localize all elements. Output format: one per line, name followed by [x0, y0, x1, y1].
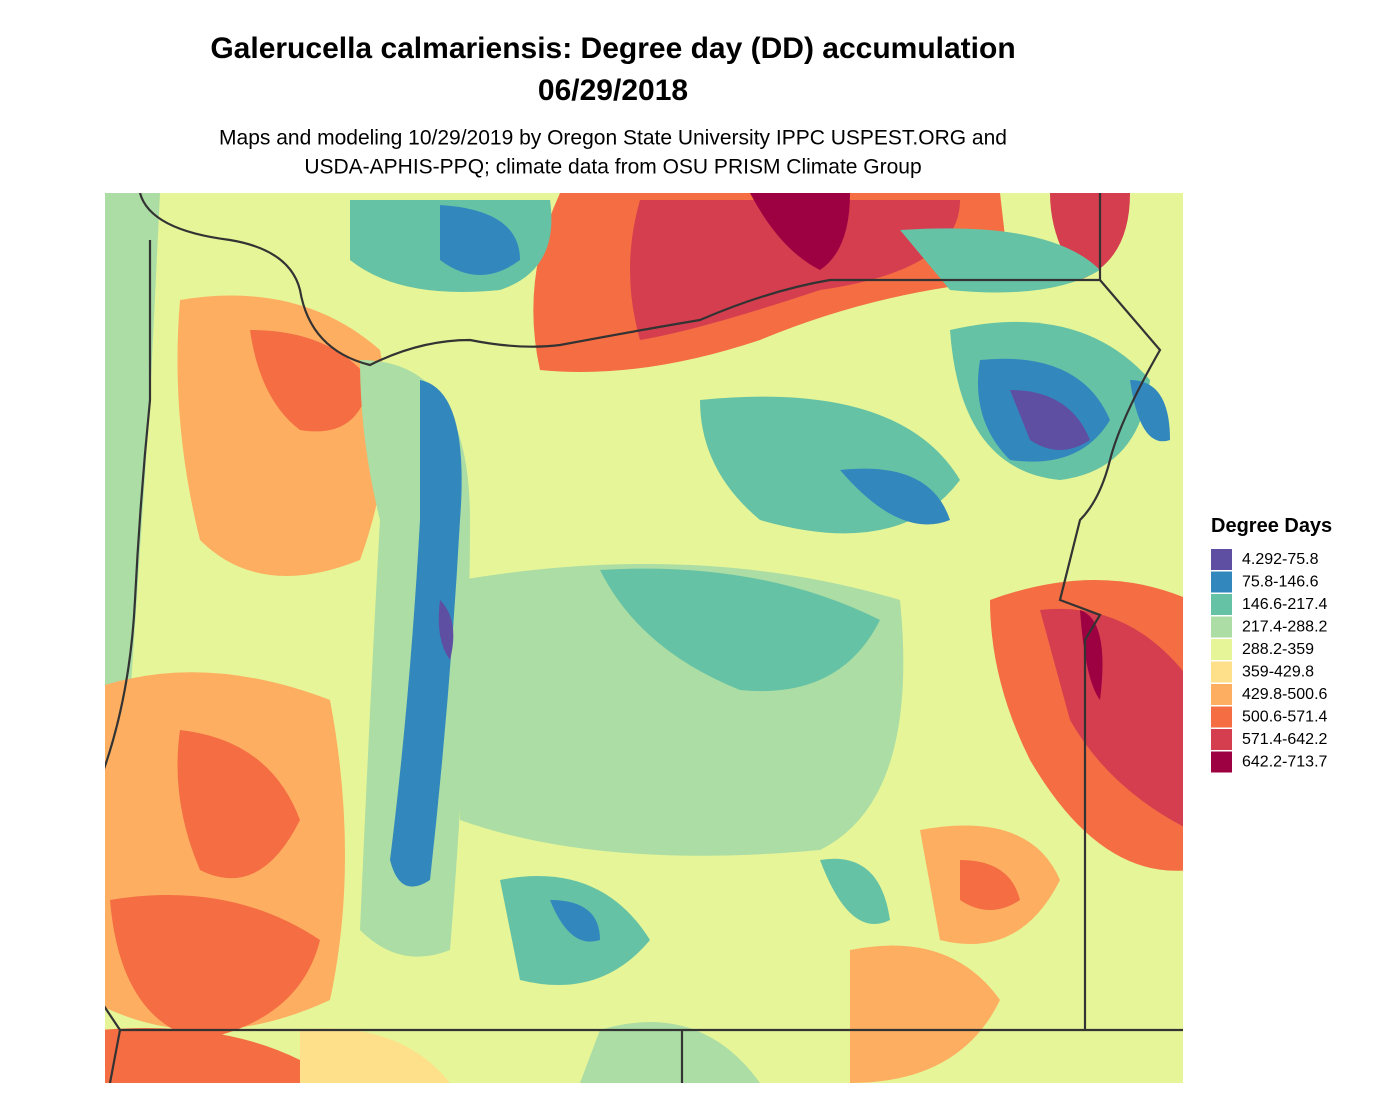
map-region — [390, 380, 462, 887]
legend-swatch — [1211, 661, 1232, 683]
map — [105, 193, 1183, 1083]
border — [105, 240, 152, 1083]
legend-label: 500.6-571.4 — [1242, 709, 1328, 726]
map-region — [1040, 608, 1183, 827]
legend-label: 571.4-642.2 — [1242, 731, 1328, 748]
legend: 4.292-75.8 75.8-146.6 146.6-217.4 217.4-288… — [1211, 549, 1328, 773]
legend-label: 217.4-288.2 — [1242, 619, 1328, 636]
legend-label: 359-429.8 — [1242, 664, 1314, 681]
map-region — [630, 200, 960, 340]
legend-title: Degree Days — [1211, 515, 1332, 537]
map-region — [1010, 390, 1090, 450]
legend-swatch — [1211, 616, 1232, 638]
legend-swatch — [1211, 684, 1232, 705]
map-region — [580, 1022, 760, 1083]
map-region — [600, 568, 880, 692]
subtitle: Maps and modeling 10/29/2019 by Oregon S… — [219, 127, 1007, 150]
legend-label: 75.8-146.6 — [1242, 574, 1319, 591]
legend-swatch — [1211, 729, 1232, 750]
map-region — [440, 205, 520, 275]
legend-label: 146.6-217.4 — [1242, 596, 1328, 613]
map-region — [250, 330, 370, 432]
legend-swatch — [1211, 706, 1232, 728]
legend-swatch — [1211, 594, 1232, 615]
legend-label: 288.2-359 — [1242, 641, 1314, 658]
map-region — [110, 895, 320, 1040]
subtitle: USDA-APHIS-PPQ; climate data from OSU PR… — [304, 156, 921, 179]
map-region — [177, 730, 300, 879]
map-region — [1080, 610, 1103, 700]
legend-swatch — [1211, 751, 1232, 773]
legend-label: 429.8-500.6 — [1242, 686, 1328, 703]
map-region — [820, 858, 890, 924]
map-region — [1130, 380, 1170, 442]
map-region — [900, 228, 1100, 293]
map-region — [105, 1028, 300, 1083]
legend-swatch — [1211, 639, 1232, 660]
title: Galerucella calmariensis: Degree day (DD… — [210, 32, 1015, 65]
map-region — [300, 1028, 450, 1083]
legend-label: 4.292-75.8 — [1242, 551, 1319, 568]
map-region — [850, 945, 1000, 1083]
map-region — [750, 193, 850, 270]
border — [138, 193, 1162, 1030]
legend-label: 642.2-713.7 — [1242, 754, 1328, 771]
legend-swatch — [1211, 571, 1232, 593]
title: 06/29/2018 — [538, 74, 688, 107]
map-region — [550, 900, 600, 942]
map-region — [960, 860, 1020, 910]
map-region — [438, 600, 454, 660]
map-region — [840, 468, 950, 525]
legend-swatch — [1211, 549, 1232, 570]
map-region — [105, 193, 160, 825]
